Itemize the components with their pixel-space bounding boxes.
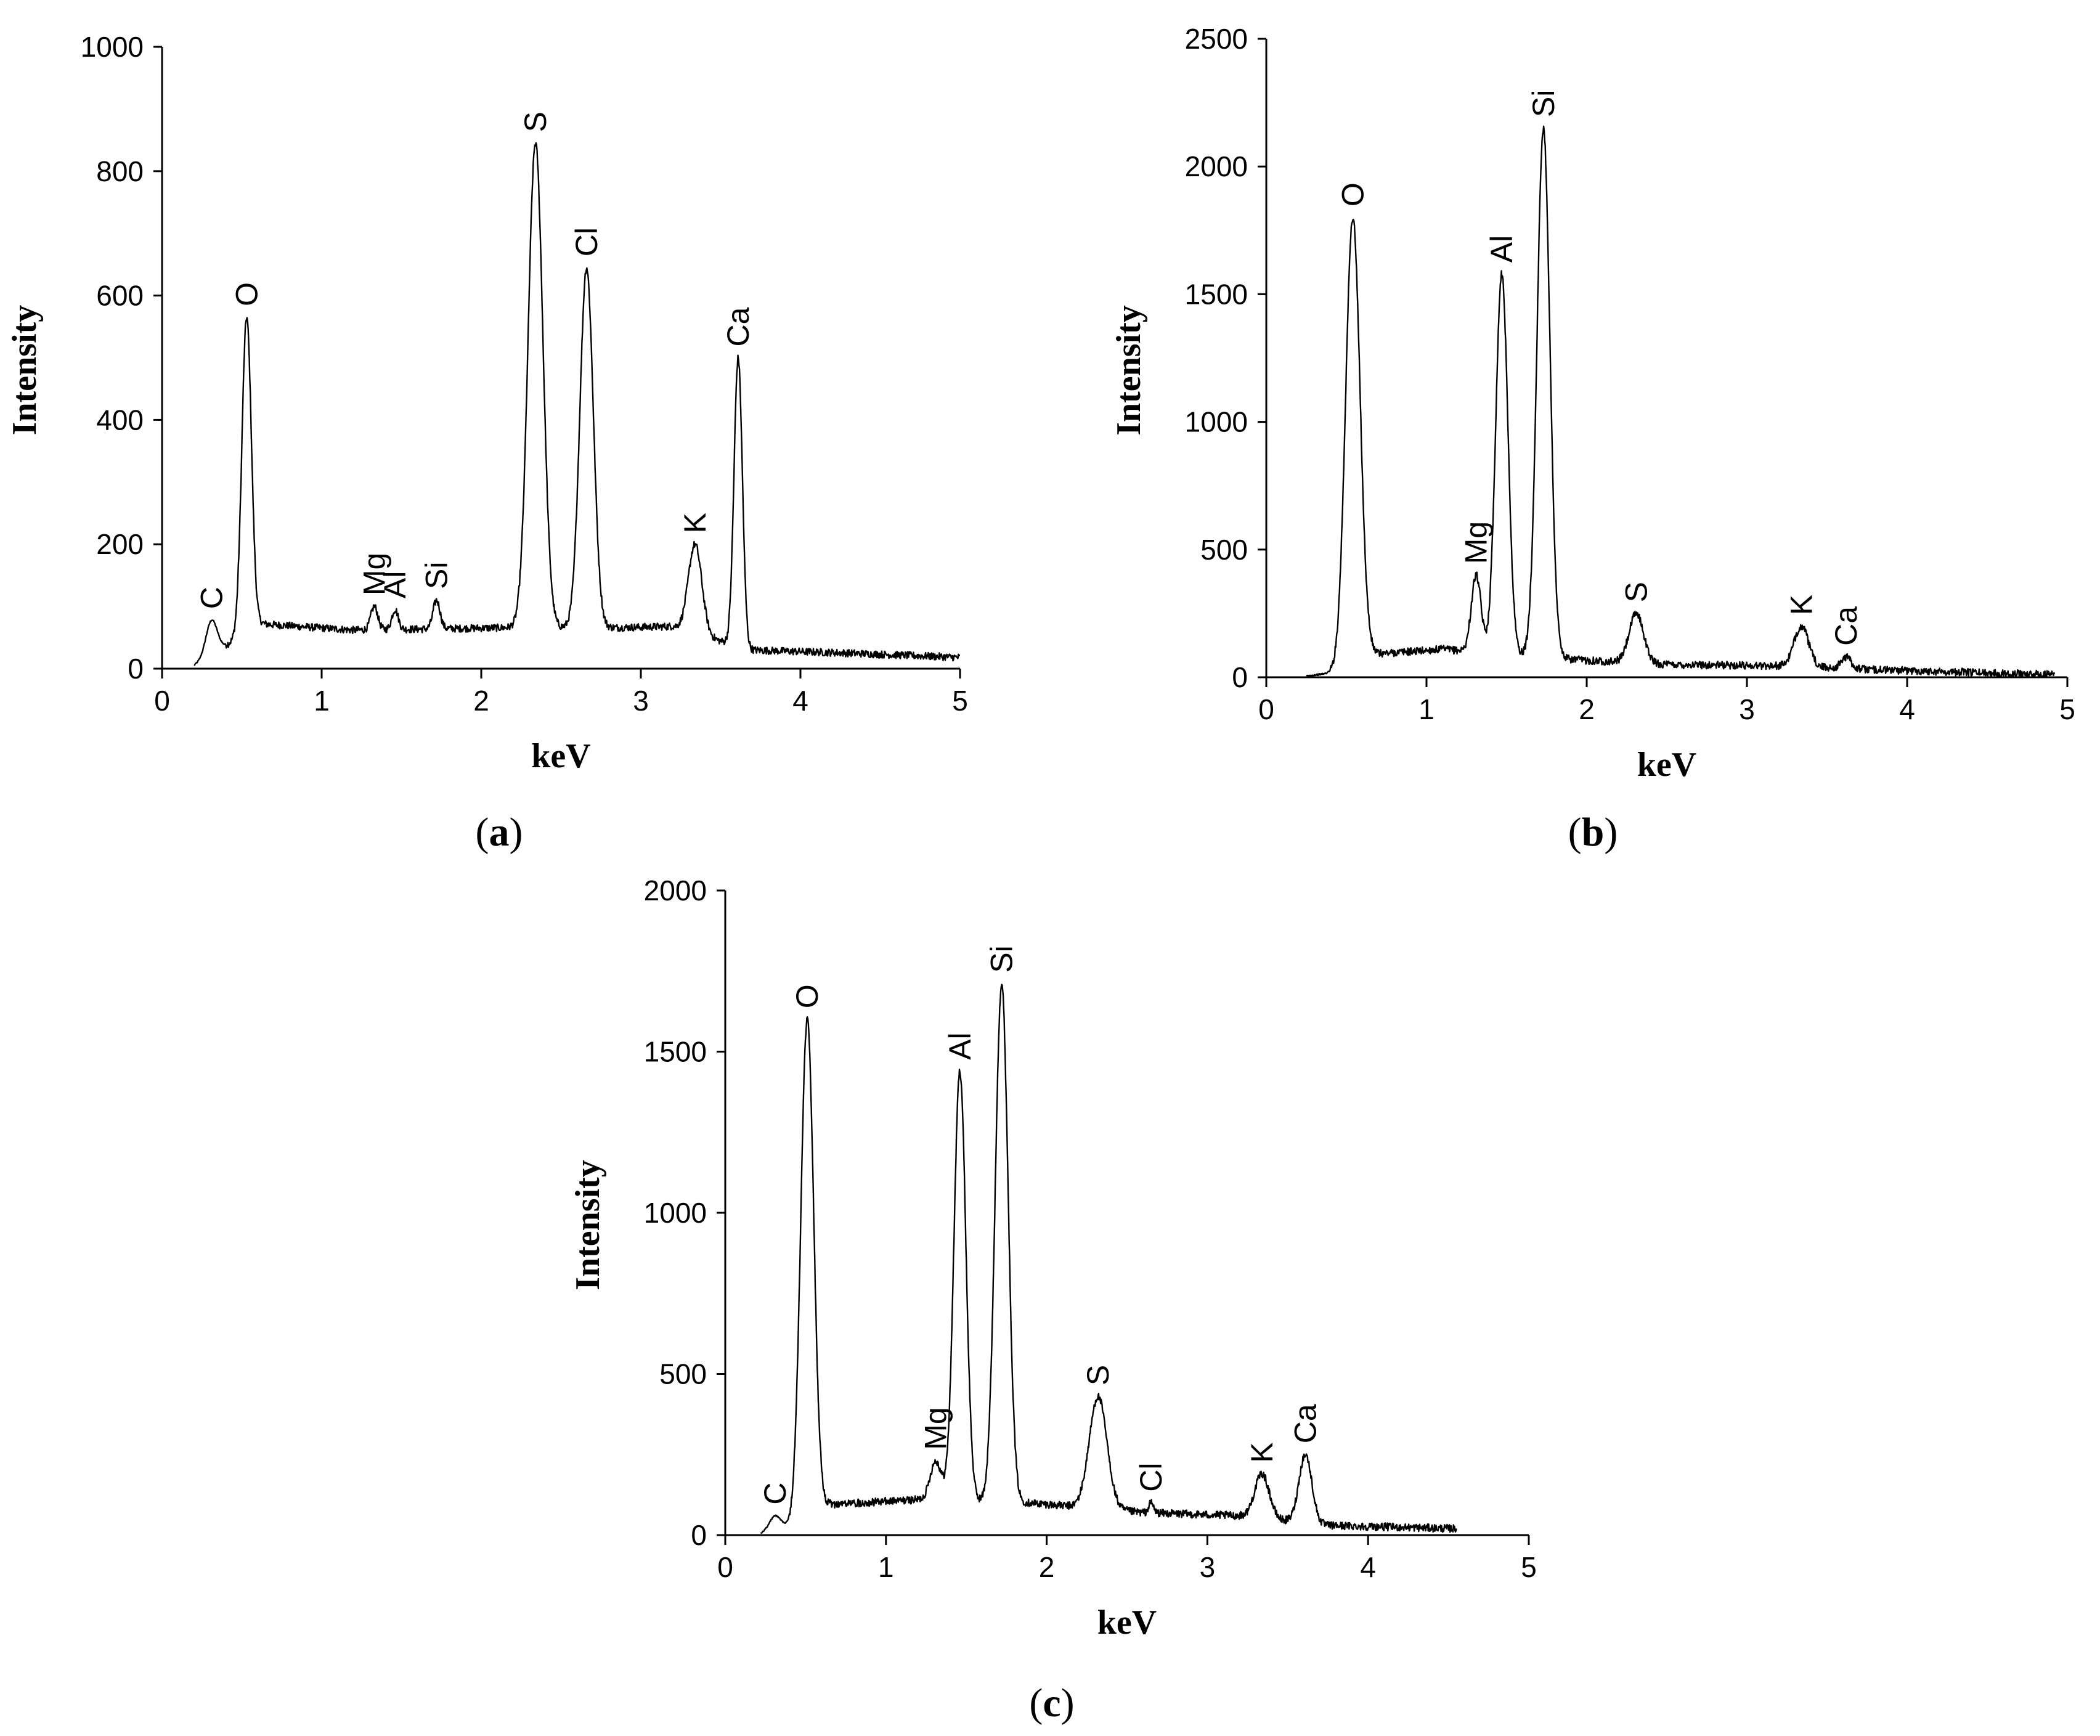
x-tick-label: 3 — [1200, 1551, 1216, 1583]
y-tick-label: 1500 — [644, 1036, 707, 1068]
spectrum-line — [1306, 125, 2056, 679]
x-tick-label: 5 — [2059, 693, 2075, 725]
panel-a-chart: 0 200 400 600 800 1000 0 1 2 3 4 5 keV Intensity C O MgA… — [6, 31, 968, 855]
peak-label-cl: Cl — [1134, 1462, 1168, 1491]
panel-caption-letter: a — [489, 810, 510, 855]
peak-label-s: S — [1081, 1365, 1115, 1385]
peak-label-mg: Mg — [1459, 521, 1494, 564]
x-tick-label: 4 — [792, 685, 808, 717]
y-tick-label: 0 — [691, 1519, 707, 1551]
x-axis-title: keV — [1637, 746, 1696, 784]
y-tick-label: 2000 — [1185, 150, 1248, 182]
x-tick-label: 4 — [1360, 1551, 1376, 1583]
panel-caption: (a) — [476, 810, 523, 855]
x-tick-label: 1 — [1418, 693, 1435, 725]
x-tick-label: 3 — [633, 685, 649, 717]
peak-label-c: C — [758, 1483, 792, 1505]
y-tick-label: 800 — [96, 155, 144, 187]
x-tick-label: 2 — [473, 685, 489, 717]
x-tick-label: 2 — [1579, 693, 1595, 725]
y-tick-label: 200 — [96, 528, 144, 560]
x-axis-title: keV — [1097, 1604, 1157, 1642]
peak-label-mg: Mg — [919, 1407, 953, 1449]
peak-label-mg: Mg — [357, 553, 391, 595]
x-tick-label: 4 — [1899, 693, 1915, 725]
peak-label-s: S — [1619, 582, 1654, 602]
y-tick-label: 500 — [659, 1358, 707, 1390]
peak-label-si: Si — [419, 562, 454, 589]
panel-caption-letter: b — [1582, 810, 1605, 855]
y-tick-label: 600 — [96, 280, 144, 312]
peak-label-al: Al — [943, 1032, 977, 1059]
y-tick-label: 1500 — [1185, 278, 1248, 310]
peak-label-k: K — [1245, 1442, 1279, 1462]
y-tick-label: 400 — [96, 404, 144, 436]
y-tick-label: 500 — [1200, 534, 1248, 566]
peak-label-al: Al — [1484, 235, 1519, 263]
y-axis-title: Intensity — [6, 305, 44, 436]
peak-label-o: O — [790, 984, 824, 1008]
x-tick-label: 5 — [1521, 1551, 1537, 1583]
y-tick-label: 0 — [128, 653, 144, 685]
x-tick-label: 2 — [1039, 1551, 1055, 1583]
y-tick-label: 1000 — [644, 1197, 707, 1229]
peak-label-al: Al — [378, 571, 412, 598]
x-tick-label: 1 — [878, 1551, 894, 1583]
peak-label-ca: Ca — [1829, 606, 1863, 646]
panel-c-chart: 0 500 1000 1500 2000 0 1 2 3 4 5 keV Intensity C O Mg Al… — [569, 874, 1537, 1726]
peak-label-k: K — [678, 513, 712, 533]
x-tick-label: 0 — [1258, 693, 1274, 725]
y-tick-label: 2000 — [644, 874, 707, 907]
peak-label-c: C — [194, 587, 229, 609]
x-tick-label: 5 — [952, 685, 968, 717]
y-tick-label: 1000 — [1185, 406, 1248, 438]
peak-label-o: O — [229, 282, 264, 306]
spectrum-line — [760, 984, 1457, 1534]
x-tick-label: 0 — [154, 685, 170, 717]
panel-b-chart: 0 500 1000 1500 2000 2500 0 1 2 3 4 5 keV Intensity O M… — [1110, 23, 2075, 855]
x-axis-title: keV — [531, 737, 590, 775]
x-tick-label: 3 — [1739, 693, 1755, 725]
peak-label-s: S — [518, 112, 553, 132]
y-axis-title: Intensity — [1110, 305, 1148, 436]
x-tick-label: 1 — [314, 685, 330, 717]
peak-label-ca: Ca — [1288, 1404, 1322, 1443]
y-tick-label: 2500 — [1185, 23, 1248, 55]
panel-caption-letter: c — [1043, 1681, 1060, 1726]
panel-caption: (b) — [1568, 810, 1618, 855]
peak-label-ca: Ca — [721, 307, 755, 346]
peak-label-o: O — [1335, 182, 1370, 206]
y-tick-label: 0 — [1232, 661, 1248, 693]
peak-label-si: Si — [985, 945, 1019, 972]
panel-caption: (c) — [1029, 1681, 1074, 1726]
peak-label-cl: Cl — [569, 227, 604, 256]
peak-label-si: Si — [1526, 90, 1561, 117]
y-axis-title: Intensity — [569, 1160, 607, 1290]
x-tick-label: 0 — [717, 1551, 733, 1583]
spectrum-line — [193, 142, 961, 666]
peak-label-k: K — [1784, 595, 1818, 615]
y-tick-label: 1000 — [81, 31, 144, 63]
